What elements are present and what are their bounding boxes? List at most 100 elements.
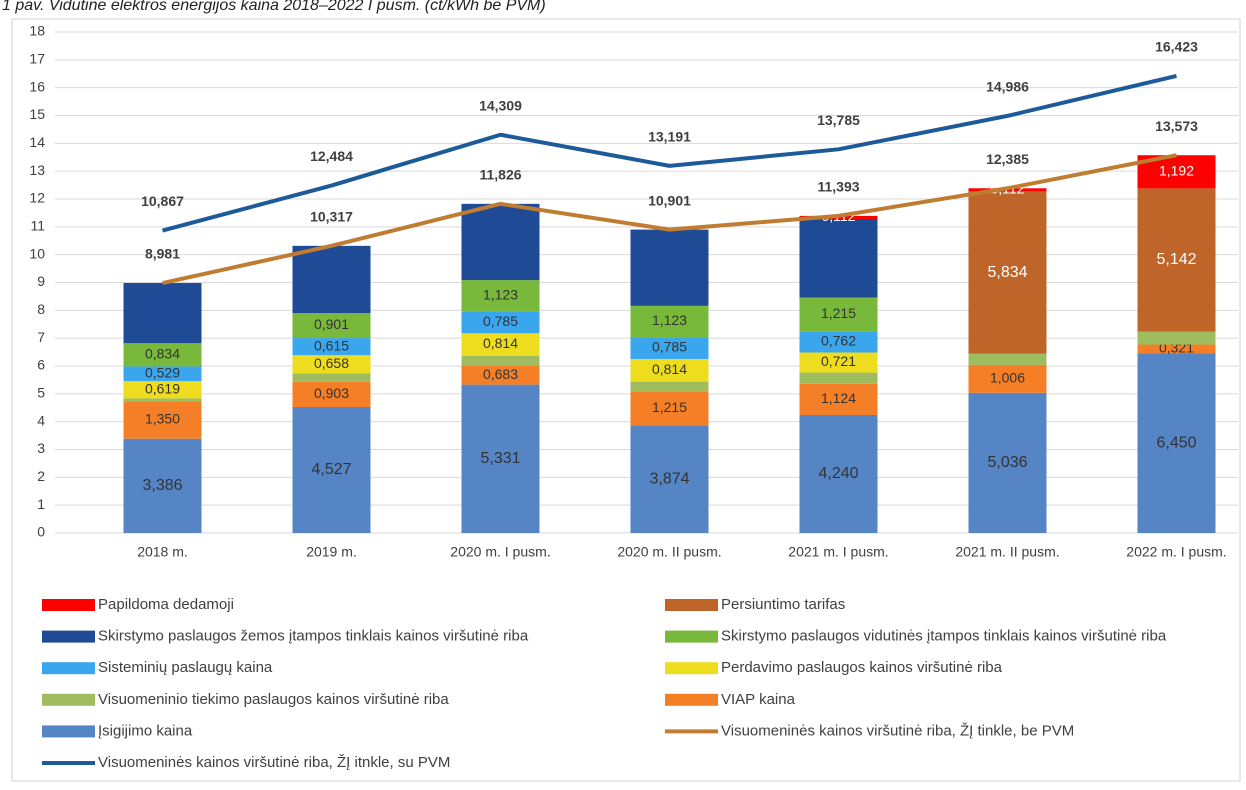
line-label: 8,981 bbox=[145, 246, 180, 262]
bar-segment bbox=[461, 280, 540, 312]
legend-label: Skirstymo paslaugos žemos įtampos tinkla… bbox=[98, 628, 529, 645]
legend-label: VIAP kaina bbox=[721, 691, 796, 708]
line-series bbox=[162, 153, 1177, 285]
y-tick-label: 17 bbox=[29, 51, 45, 67]
bar-segment bbox=[123, 438, 202, 533]
y-tick-label: 1 bbox=[37, 496, 45, 512]
y-tick-label: 9 bbox=[37, 273, 45, 289]
data-label: 0,814 bbox=[483, 335, 518, 351]
bar-segment bbox=[630, 425, 709, 533]
legend-swatch bbox=[665, 662, 718, 675]
y-tick-label: 0 bbox=[37, 524, 45, 540]
legend-swatch bbox=[42, 693, 95, 706]
x-tick-label: 2018 m. bbox=[137, 544, 188, 560]
data-label: 0,903 bbox=[314, 385, 349, 401]
legend-label: Visuomeninio tiekimo paslaugos kainos vi… bbox=[98, 691, 449, 708]
y-tick-label: 13 bbox=[29, 162, 45, 178]
line-label: 11,393 bbox=[817, 179, 859, 195]
data-label: 1,192 bbox=[1159, 163, 1194, 179]
legend-swatch bbox=[42, 599, 95, 611]
bar-segment bbox=[799, 297, 878, 332]
bar-segment bbox=[968, 392, 1047, 533]
data-label: 0,834 bbox=[145, 346, 180, 362]
bar-segment bbox=[461, 365, 540, 385]
bar-segment bbox=[1137, 188, 1216, 332]
line-label: 14,986 bbox=[986, 79, 1029, 95]
bar-segment bbox=[123, 366, 202, 382]
y-tick-label: 8 bbox=[37, 301, 45, 317]
legend-label: Visuomeninės kainos viršutinė riba, ŽĮ t… bbox=[721, 722, 1074, 739]
bar-segment bbox=[461, 333, 540, 356]
x-tick-label: 2021 m. I pusm. bbox=[788, 544, 888, 560]
data-label: 5,834 bbox=[987, 264, 1027, 281]
line-label: 10,317 bbox=[310, 209, 353, 225]
bar-segment bbox=[630, 305, 709, 338]
data-label: 1,123 bbox=[652, 312, 687, 328]
bar-segment bbox=[292, 338, 371, 356]
data-label: 0,721 bbox=[821, 353, 856, 369]
data-label: 6,450 bbox=[1156, 434, 1196, 451]
bar-segment bbox=[630, 391, 709, 426]
legend-label: Sisteminių paslaugų kaina bbox=[98, 659, 273, 676]
y-tick-label: 18 bbox=[29, 23, 45, 39]
x-tick-label: 2020 m. I pusm. bbox=[450, 544, 550, 560]
data-label: 5,331 bbox=[480, 450, 520, 467]
legend-swatch bbox=[665, 630, 718, 643]
bar-segment bbox=[799, 414, 878, 533]
data-label: 1,215 bbox=[652, 399, 687, 415]
bar-segment bbox=[461, 203, 540, 281]
line-label: 16,423 bbox=[1155, 39, 1198, 55]
chart-title: 1 pav. Vidutinė elektros energijos kaina… bbox=[2, 0, 546, 14]
bar-segment bbox=[1137, 344, 1216, 354]
y-tick-label: 7 bbox=[37, 329, 45, 345]
bar-segment bbox=[461, 384, 540, 533]
data-label: 0,658 bbox=[314, 355, 349, 371]
bar-segment bbox=[630, 381, 709, 392]
bar-segment bbox=[292, 245, 371, 314]
bar-segment bbox=[799, 219, 878, 298]
x-tick-label: 2021 m. II pusm. bbox=[955, 544, 1059, 560]
y-tick-label: 11 bbox=[30, 218, 45, 234]
y-tick-label: 6 bbox=[37, 357, 45, 373]
bar-segment bbox=[461, 311, 540, 334]
x-tick-label: 2020 m. II pusm. bbox=[617, 544, 721, 560]
bar-segment bbox=[123, 283, 202, 344]
line-series bbox=[161, 73, 1177, 233]
line-label: 13,573 bbox=[1155, 118, 1198, 134]
data-label: 0,615 bbox=[314, 337, 349, 353]
bar-segment bbox=[630, 358, 709, 382]
bar-segment bbox=[123, 381, 202, 399]
y-tick-label: 3 bbox=[37, 440, 45, 456]
bar-segment bbox=[799, 352, 878, 373]
data-label: 5,142 bbox=[1156, 251, 1196, 268]
legend-swatch bbox=[42, 662, 95, 675]
legend-swatch bbox=[42, 725, 95, 738]
legend-swatch bbox=[665, 693, 718, 706]
data-label: 0,785 bbox=[483, 313, 518, 329]
data-label: 0,529 bbox=[145, 365, 180, 381]
bar-segment bbox=[123, 401, 202, 439]
bar-segment bbox=[123, 343, 202, 367]
line-label: 12,385 bbox=[986, 151, 1029, 167]
data-label: 0,785 bbox=[652, 339, 687, 355]
line-label: 14,309 bbox=[479, 97, 522, 113]
line-label: 10,867 bbox=[141, 193, 184, 209]
data-label: 1,006 bbox=[990, 370, 1025, 386]
bar-segment bbox=[292, 355, 371, 374]
data-label: 1,124 bbox=[821, 390, 856, 406]
data-label: 5,036 bbox=[987, 454, 1027, 471]
y-tick-label: 12 bbox=[29, 190, 45, 206]
data-label: 0,814 bbox=[652, 361, 687, 377]
line-label: 10,901 bbox=[648, 192, 691, 208]
bar-segment bbox=[1137, 331, 1216, 345]
y-tick-label: 14 bbox=[29, 134, 45, 150]
legend-label: Perdavimo paslaugos kainos viršutinė rib… bbox=[721, 659, 1003, 676]
data-label: 0,683 bbox=[483, 366, 518, 382]
bar-segment bbox=[292, 381, 371, 407]
data-label: 1,215 bbox=[821, 305, 856, 321]
legend-label: Persiuntimo tarifas bbox=[721, 596, 845, 613]
bar-segment bbox=[799, 331, 878, 353]
data-label: 3,874 bbox=[649, 470, 689, 487]
bar-segment bbox=[968, 191, 1047, 354]
